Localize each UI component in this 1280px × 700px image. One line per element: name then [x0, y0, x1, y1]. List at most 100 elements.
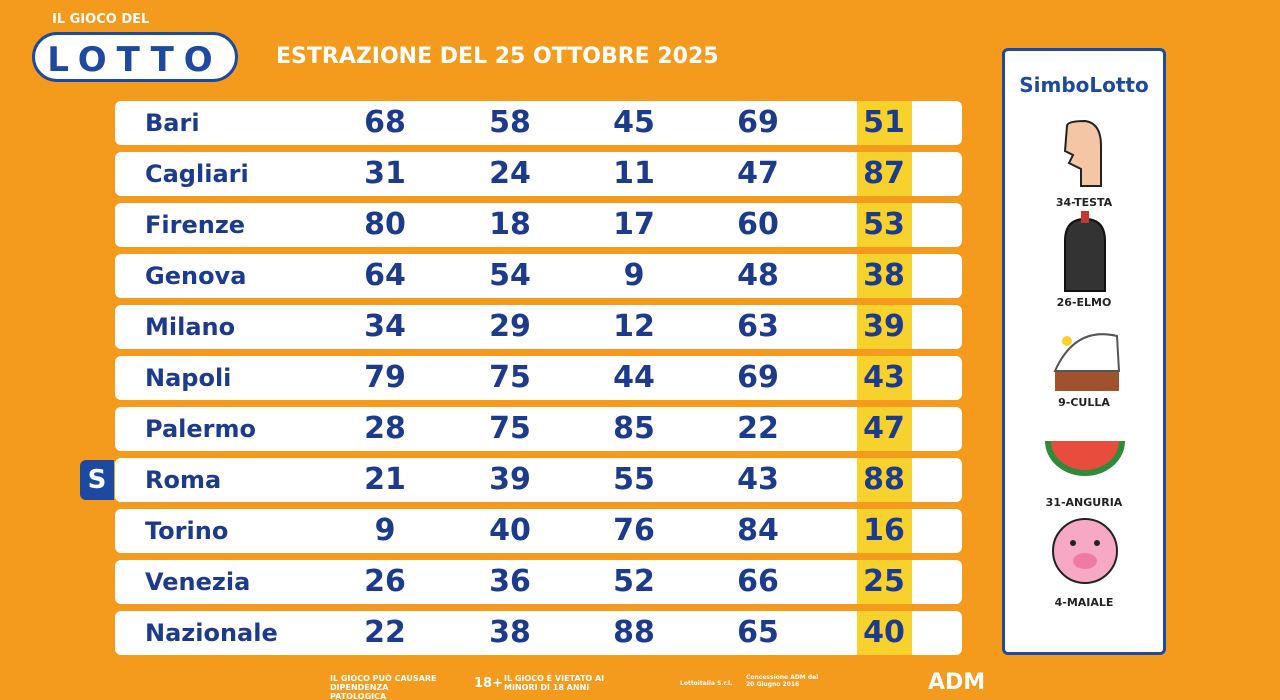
highlight	[857, 254, 912, 298]
drawn-number: 47	[737, 156, 779, 191]
drawn-number: 40	[863, 615, 905, 650]
drawn-number: 52	[613, 564, 655, 599]
simbolotto-marker: S	[80, 460, 114, 500]
city-name: Cagliari	[145, 160, 249, 188]
drawn-number: 12	[613, 309, 655, 344]
simbolotto-panel: SimboLotto 34-TESTA 26-ELMO 9-CULLA 31-ANGU…	[1002, 48, 1166, 655]
highlight	[857, 611, 912, 655]
table-row: Roma 21 39 55 43 88	[115, 458, 962, 502]
city-name: Napoli	[145, 364, 232, 392]
drawn-number: 21	[364, 462, 406, 497]
footer-age: 18+	[474, 676, 503, 691]
cradle-icon	[1053, 333, 1121, 391]
drawn-number: 55	[613, 462, 655, 497]
highlight	[857, 356, 912, 400]
drawn-number: 75	[489, 411, 531, 446]
drawn-number: 88	[613, 615, 655, 650]
highlight	[857, 101, 912, 145]
symbol-label: 31-ANGURIA	[1045, 496, 1123, 509]
footer-adm: ADM	[928, 670, 986, 695]
table-row: Genova 64 54 9 48 38	[115, 254, 962, 298]
table-row: Nazionale 22 38 88 65 40	[115, 611, 962, 655]
highlight	[857, 152, 912, 196]
drawn-number: 53	[863, 207, 905, 242]
logo-top: IL GIOCO DEL	[52, 12, 150, 27]
city-name: Roma	[145, 466, 222, 494]
drawn-number: 68	[364, 105, 406, 140]
drawn-number: 88	[863, 462, 905, 497]
city-name: Torino	[145, 517, 229, 545]
city-name: Milano	[145, 313, 236, 341]
city-name: Bari	[145, 109, 200, 137]
city-name: Palermo	[145, 415, 256, 443]
highlight	[857, 407, 912, 451]
drawn-number: 24	[489, 156, 531, 191]
pig-icon	[1052, 518, 1118, 584]
logo: LOTTO	[32, 32, 238, 82]
symbol-label: 9-CULLA	[1058, 396, 1110, 409]
drawn-number: 34	[364, 309, 406, 344]
drawn-number: 69	[737, 105, 779, 140]
table-row: Napoli 79 75 44 69 43	[115, 356, 962, 400]
city-name: Firenze	[145, 211, 246, 239]
drawn-number: 65	[737, 615, 779, 650]
drawn-number: 60	[737, 207, 779, 242]
table-row: Palermo 28 75 85 22 47	[115, 407, 962, 451]
drawn-number: 47	[863, 411, 905, 446]
highlight	[857, 458, 912, 502]
drawn-number: 45	[613, 105, 655, 140]
drawn-number: 40	[489, 513, 531, 548]
symbol-icons	[1045, 119, 1125, 584]
table-row: Venezia 26 36 52 66 25	[115, 560, 962, 604]
highlight	[857, 305, 912, 349]
drawn-number: 38	[489, 615, 531, 650]
drawn-number: 66	[737, 564, 779, 599]
drawn-number: 43	[863, 360, 905, 395]
footer-warning: IL GIOCO PUÒ CAUSARE DIPENDENZA PATOLOGI…	[330, 674, 437, 700]
drawn-number: 75	[489, 360, 531, 395]
drawn-number: 38	[863, 258, 905, 293]
drawn-number: 22	[364, 615, 406, 650]
drawn-number: 87	[863, 156, 905, 191]
drawn-number: 18	[489, 207, 531, 242]
symbol-label: 4-MAIALE	[1054, 596, 1114, 609]
drawn-number: 9	[374, 513, 396, 548]
drawn-number: 16	[863, 513, 905, 548]
symbol-label: 26-ELMO	[1056, 296, 1112, 309]
drawn-number: 28	[364, 411, 406, 446]
city-name: Venezia	[145, 568, 251, 596]
drawn-number: 64	[364, 258, 406, 293]
drawn-number: 48	[737, 258, 779, 293]
drawn-number: 51	[863, 105, 905, 140]
table-row: Firenze 80 18 17 60 53	[115, 203, 962, 247]
footer: IL GIOCO PUÒ CAUSARE DIPENDENZA PATOLOGI…	[0, 668, 1280, 700]
footer-license: Concessione ADM del 20 Giugno 2016	[746, 674, 819, 688]
table-row: Milano 34 29 12 63 39	[115, 305, 962, 349]
drawn-number: 9	[623, 258, 645, 293]
drawn-number: 39	[489, 462, 531, 497]
table-row: Torino 9 40 76 84 16	[115, 509, 962, 553]
drawn-number: 31	[364, 156, 406, 191]
table-row: Bari 68 58 45 69 51	[115, 101, 962, 145]
drawn-number: 54	[489, 258, 531, 293]
drawn-number: 29	[489, 309, 531, 344]
drawn-number: 36	[489, 564, 531, 599]
footer-operator: Lottoitalia S.r.l.	[680, 680, 733, 687]
table-row: Cagliari 31 24 11 47 87	[115, 152, 962, 196]
highlight	[857, 560, 912, 604]
drawn-number: 22	[737, 411, 779, 446]
helmet-icon	[1064, 211, 1106, 292]
head-icon	[1063, 119, 1102, 187]
drawn-number: 85	[613, 411, 655, 446]
highlight	[857, 509, 912, 553]
drawn-number: 58	[489, 105, 531, 140]
watermelon-icon	[1045, 441, 1125, 476]
drawn-number: 11	[613, 156, 655, 191]
drawn-number: 80	[364, 207, 406, 242]
title: ESTRAZIONE DEL 25 OTTOBRE 2025	[276, 44, 719, 69]
drawn-number: 63	[737, 309, 779, 344]
drawn-number: 69	[737, 360, 779, 395]
drawn-number: 17	[613, 207, 655, 242]
drawn-number: 79	[364, 360, 406, 395]
